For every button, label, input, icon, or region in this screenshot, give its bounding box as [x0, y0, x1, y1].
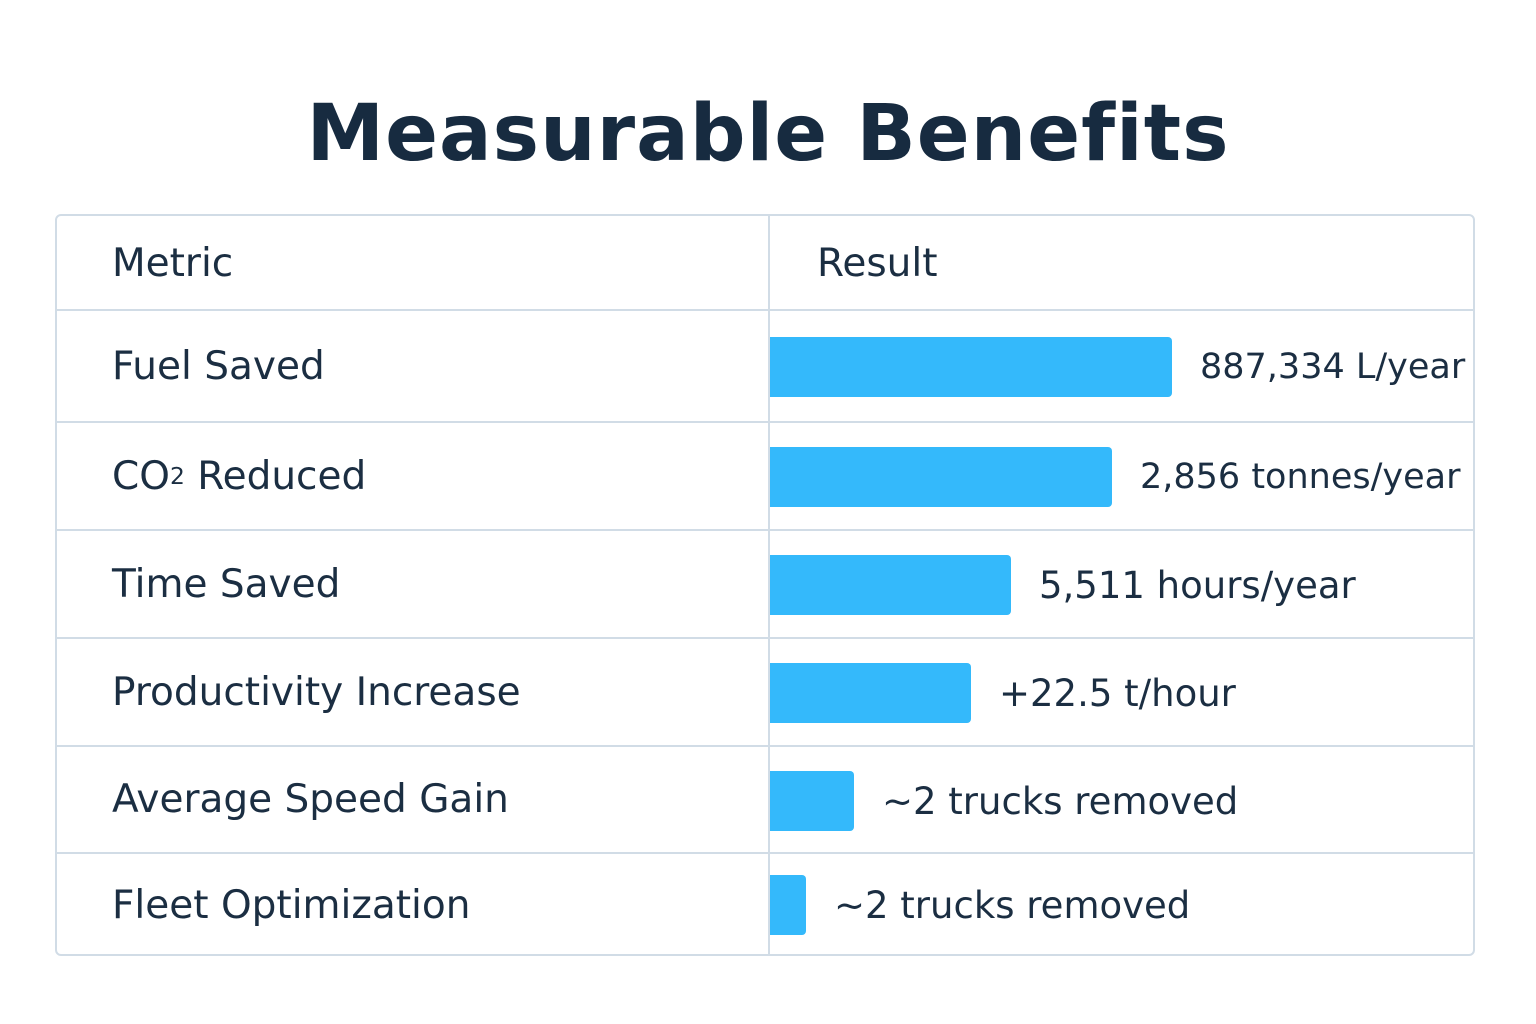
table-row: Fleet Optimization ~2 trucks removed	[57, 854, 1473, 954]
result-bar	[770, 555, 1011, 615]
result-value-label: 5,511 hours/year	[1039, 563, 1356, 607]
benefits-table: Metric Result Fuel Saved 887,334 L/year CO…	[55, 214, 1475, 956]
table-row: Average Speed Gain ~2 trucks removed	[57, 747, 1473, 854]
metric-label: Average Speed Gain	[112, 777, 509, 822]
result-value-label: ~2 trucks removed	[834, 883, 1191, 927]
result-value-label: +22.5 t/hour	[999, 671, 1236, 715]
result-bar	[770, 771, 854, 831]
result-bar	[770, 337, 1172, 397]
metric-label: Productivity Increase	[112, 669, 521, 715]
result-bar	[770, 663, 971, 723]
metric-label: CO 2 Reduced	[112, 453, 367, 499]
metric-label: Fuel Saved	[112, 343, 325, 389]
table-header-row: Metric Result	[57, 216, 1473, 311]
metric-column-header: Metric	[112, 241, 234, 286]
result-bar	[770, 447, 1112, 507]
table-row: Time Saved 5,511 hours/year	[57, 531, 1473, 639]
table-row: Fuel Saved 887,334 L/year	[57, 311, 1473, 423]
result-value-label: 2,856 tonnes/year	[1140, 457, 1461, 497]
result-value-label: 887,334 L/year	[1200, 347, 1466, 387]
metric-label: Time Saved	[112, 561, 341, 607]
table-row: Productivity Increase +22.5 t/hour	[57, 639, 1473, 747]
result-column-header: Result	[817, 241, 938, 286]
result-value-label: ~2 trucks removed	[882, 779, 1239, 823]
page-title: Measurable Benefits	[306, 89, 1230, 179]
metric-label: Fleet Optimization	[112, 882, 471, 928]
result-bar	[770, 875, 806, 935]
table-row: CO 2 Reduced 2,856 tonnes/year	[57, 423, 1473, 531]
column-divider	[768, 216, 770, 954]
